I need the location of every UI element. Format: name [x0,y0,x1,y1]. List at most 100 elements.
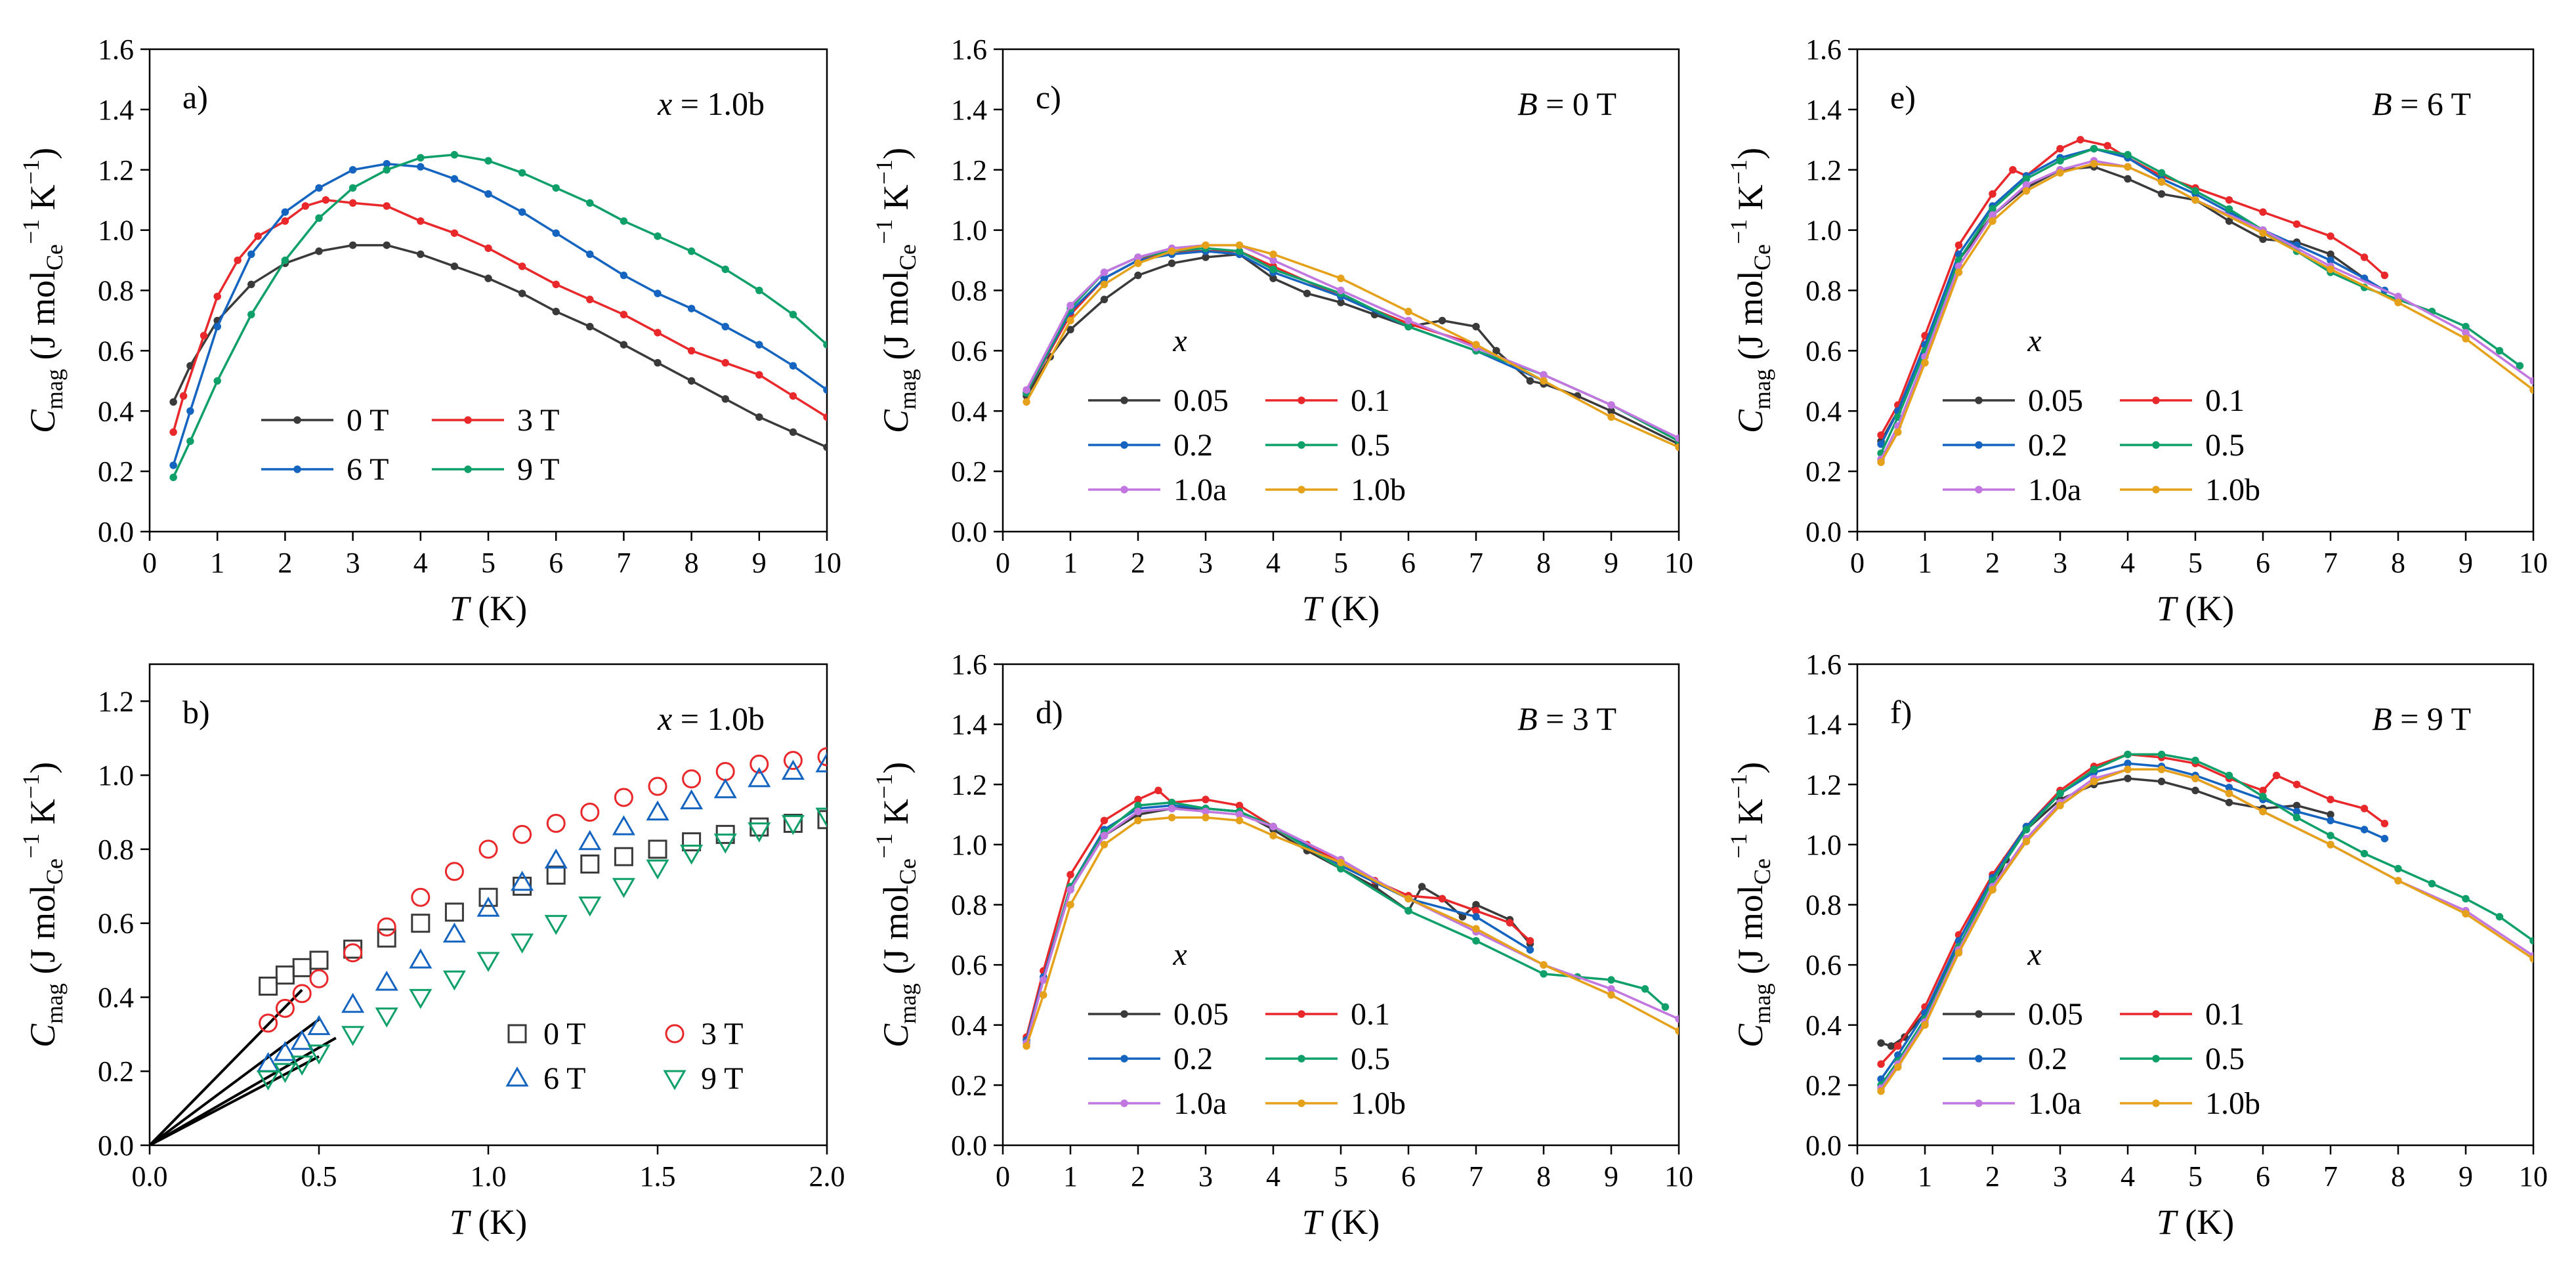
legend-item: 1.0b [1265,473,1406,507]
data-point [341,1026,365,1046]
data-point [2327,832,2334,839]
legend-title: x [2027,324,2041,358]
legend-item: 9 T [432,452,559,487]
data-point [1066,326,1074,333]
legend-label: 0.05 [2028,383,2083,418]
legend-label: 1.0b [2205,1086,2260,1121]
legend-item: 0.05 [1943,997,2083,1032]
data-point [646,800,669,821]
data-point [417,250,425,259]
data-point [2090,159,2098,168]
x-axis-label: T (K) [2157,589,2235,628]
y-tick-label: 0.0 [98,516,134,548]
series-0.5 [1023,798,1670,1047]
y-tick-label: 0.0 [951,516,987,548]
legend-marker [2152,486,2160,494]
data-point [612,815,635,835]
y-tick-label: 1.6 [98,33,134,66]
data-point [552,184,560,192]
legend-label: 0.2 [1173,428,1213,463]
data-point [1887,1042,1895,1050]
data-point [1202,241,1210,249]
x-tick-label: 0 [996,1160,1010,1193]
series-line [1880,777,2331,1047]
y-tick-label: 0.6 [98,908,134,940]
x-tick-label: 0.5 [301,1160,337,1193]
panel-label: e) [1890,79,1916,116]
data-point [444,902,464,922]
legend-marker [1120,396,1128,404]
legend-item: 1.0a [1943,1086,2081,1121]
legend-label: 0.2 [1173,1042,1213,1076]
data-point [1607,991,1615,999]
data-point [1472,925,1480,933]
data-point [301,202,310,210]
x-tick-label: 4 [413,547,428,579]
data-point [578,896,602,917]
x-tick-label: 10 [813,547,841,579]
y-tick-label: 0.2 [951,1069,987,1101]
y-tick-label: 0.2 [1805,455,1842,488]
panel-b: 0.0 0.5 1.0 1.5 2.0 0.0 0.2 0.4 0.6 0.8 1.0 1.2 T (K… [18,663,845,1242]
data-point [755,286,763,295]
legend-label: 1.0a [1173,1086,1227,1121]
data-point [513,824,532,844]
legend-item: 3 T [665,1017,743,1051]
y-tick-label: 0.2 [1805,1069,1842,1101]
data-point [1168,813,1176,822]
data-point [442,922,466,943]
data-point [1023,1042,1030,1050]
data-point [1989,190,1996,198]
series-0.05 [1877,163,2369,445]
data-point [823,443,827,452]
plot-area [1023,786,1679,1050]
x-tick-label: 0.0 [132,1160,168,1193]
legend-item: 1.0a [1088,473,1227,507]
x-tick-label: 3 [346,547,360,579]
legend-item: 0.5 [2120,1042,2245,1076]
data-point [2327,265,2334,274]
data-point [2462,335,2470,343]
data-point [1040,976,1047,984]
data-point [2360,826,2369,834]
plot-area [1023,241,1679,452]
legend-label: 1.0a [1173,473,1227,507]
data-point [169,461,177,469]
plot-area [169,151,827,482]
data-point [1066,316,1074,325]
x-axis-label: T (K) [2157,1202,2235,1242]
data-point [1066,885,1074,894]
series-0.5 [1877,750,2533,1089]
data-point [2462,895,2470,903]
data-point [713,778,737,799]
data-point [1100,295,1109,304]
y-tick-label: 1.2 [951,769,987,801]
panel-annotation: B = 6 T [2372,85,2471,122]
y-axis-label: Cmag (J molCe−1 K−1) [871,762,921,1047]
data-point [511,870,534,891]
legend-item: 0 T [261,403,389,438]
legend-label: 3 T [517,403,559,438]
data-point [2327,841,2334,849]
data-point [781,814,805,835]
legend-label: 9 T [701,1061,743,1096]
data-point [309,969,329,988]
panel-label: b) [182,694,210,730]
data-point [2292,220,2301,228]
data-point [511,933,534,954]
data-point [789,428,797,436]
data-point [341,992,365,1013]
data-point [748,822,771,843]
data-point [281,217,289,225]
data-point [186,437,194,445]
series-9-T [257,807,827,1091]
y-tick-label: 1.0 [98,215,134,247]
data-point [721,395,729,403]
data-point [2090,777,2098,786]
plot-area [1877,750,2533,1095]
y-tick-label: 1.6 [951,648,987,681]
series-0.1 [1023,786,1534,1041]
y-tick-label: 1.6 [951,33,987,66]
data-point [1675,443,1679,452]
y-tick-label: 0.8 [951,889,987,921]
